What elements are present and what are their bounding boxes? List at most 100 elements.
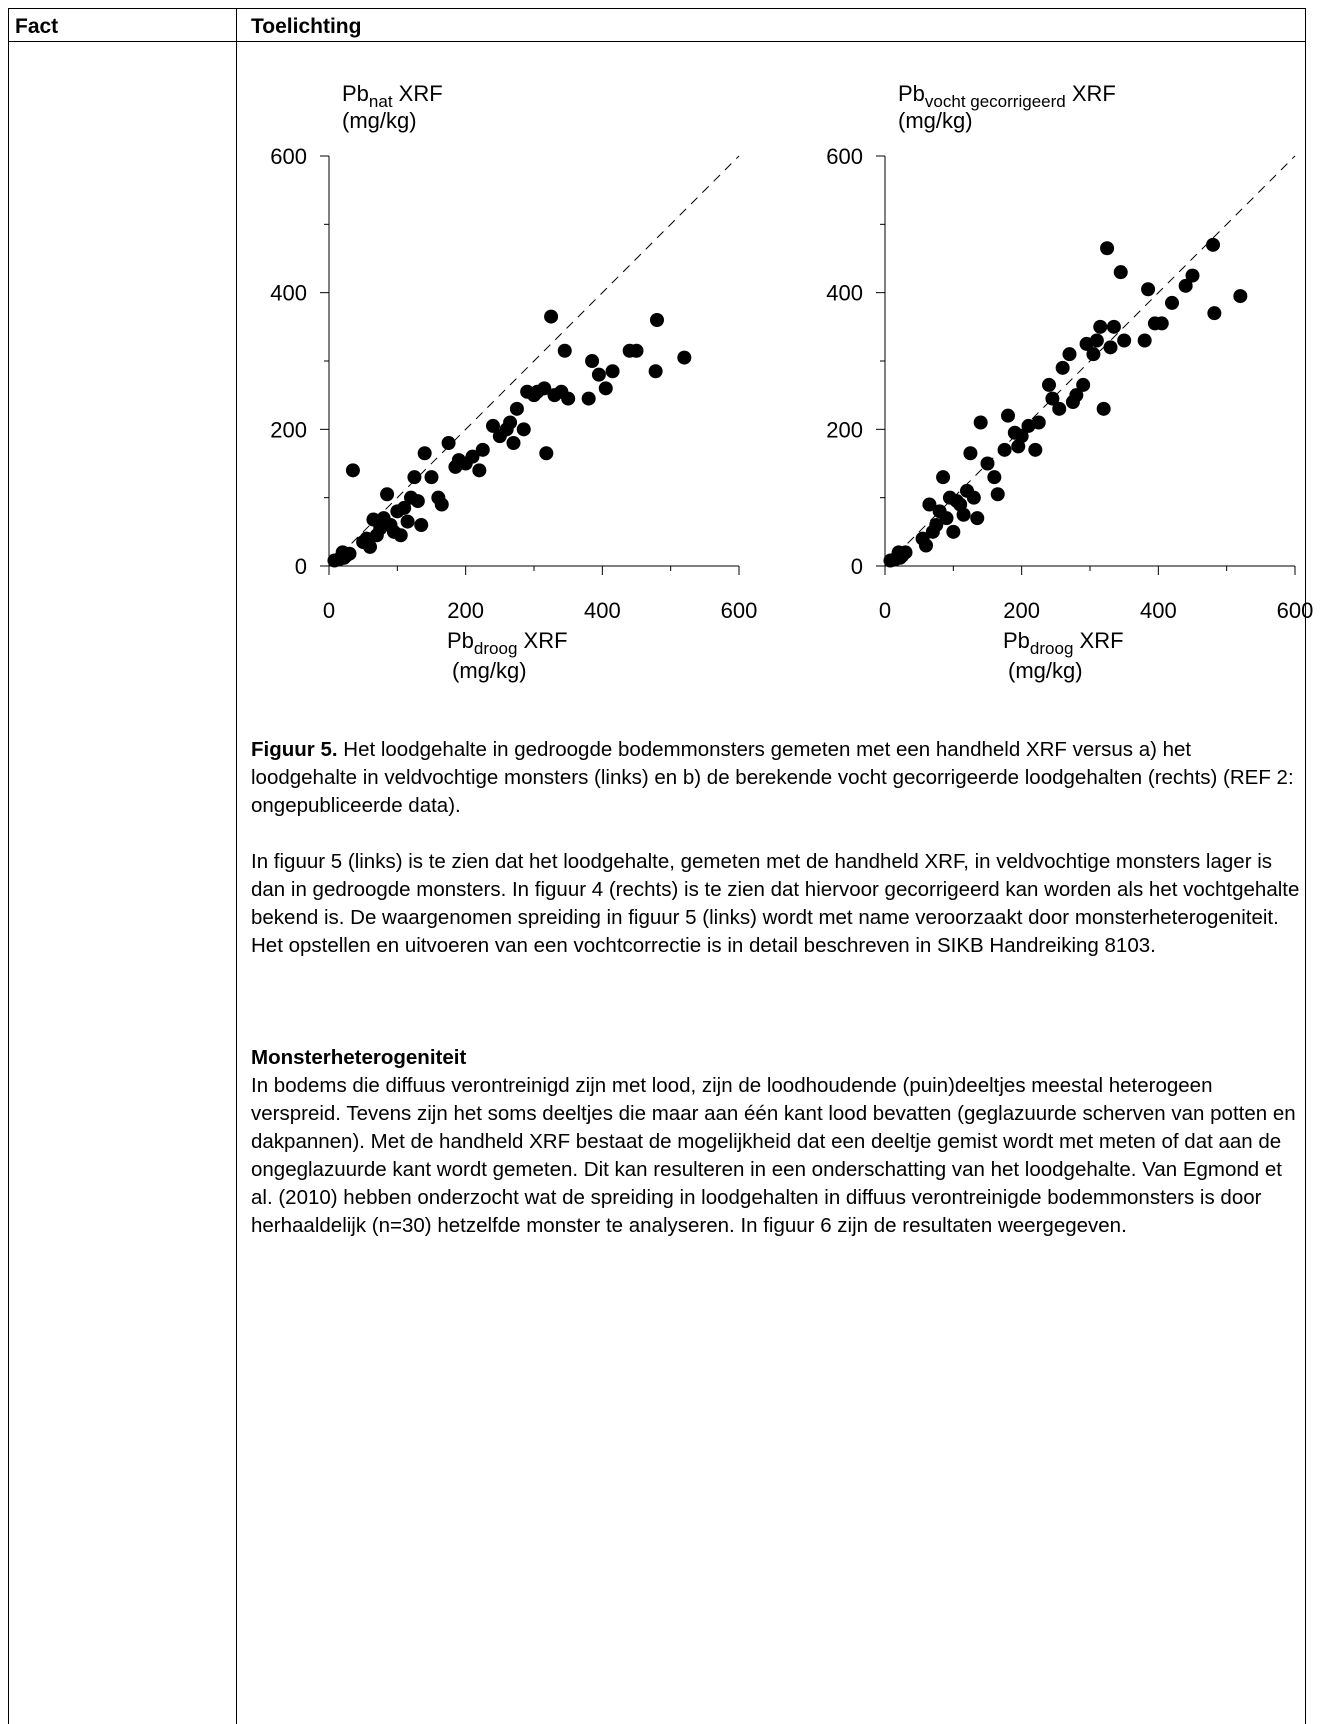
- chart2-data-point: [936, 470, 951, 485]
- chart1-data-point: [441, 436, 456, 450]
- chart2-x-tick-label: 600: [1277, 598, 1314, 623]
- header-divider: [9, 41, 1305, 42]
- chart2-x-axis-unit: (mg/kg): [1008, 658, 1083, 683]
- chart1-data-point: [410, 494, 425, 509]
- chart2-x-axis-title: Pbdroog XRF: [1003, 628, 1124, 658]
- chart2-reference-line: [884, 155, 1296, 567]
- chart1-data-point: [557, 343, 572, 358]
- chart1-data-point: [407, 470, 422, 485]
- paragraph-monsterheterogeniteit: In bodems die diffuus verontreinigd zijn…: [251, 1074, 1296, 1237]
- chart1-data-point: [650, 313, 664, 327]
- chart2-x-tick-label: 400: [1140, 598, 1177, 623]
- chart2-data-point: [1137, 333, 1152, 348]
- figure-caption: Figuur 5. Het loodgehalte in gedroogde b…: [251, 736, 1301, 820]
- chart1-data-point: [424, 470, 439, 485]
- chart1-data-point: [486, 418, 500, 433]
- chart1-data-point: [591, 367, 606, 382]
- chart1-y-tick-label: 600: [270, 144, 307, 169]
- chart1-data-point: [677, 350, 692, 365]
- chart2-data-point: [1062, 347, 1077, 362]
- chart1-x-tick-label: 600: [721, 598, 758, 623]
- chart2-data-point: [1069, 388, 1084, 403]
- chart2-data-point: [1052, 401, 1067, 416]
- chart2-data-point: [1106, 319, 1121, 334]
- figure-caption-text: Het loodgehalte in gedroogde bodemmonste…: [251, 738, 1294, 817]
- chart1-x-tick-label: 0: [323, 598, 335, 623]
- section-heading: Monsterheterogeniteit: [251, 1046, 467, 1069]
- paragraph-vochtcorrectie: In figuur 5 (links) is te zien dat het l…: [251, 850, 1300, 957]
- chart2-data-point: [1096, 401, 1111, 416]
- chart1-data-point: [629, 343, 644, 358]
- chart2-data-point: [1103, 340, 1118, 355]
- chart1-data-point: [393, 528, 408, 543]
- chart1-y-tick-label: 0: [295, 554, 307, 579]
- chart2-data-point: [1001, 408, 1015, 423]
- chart2-data-point: [919, 538, 933, 553]
- chart2-data-point: [1093, 319, 1108, 334]
- chart1-data-point: [417, 446, 432, 461]
- column-header-toelichting: Toelichting: [251, 15, 362, 38]
- chart2-y-tick-label: 400: [826, 281, 863, 306]
- chart2-data-point: [893, 550, 908, 565]
- chart1-y-axis-title: Pbnat XRF: [342, 81, 443, 111]
- chart2-data-point: [1165, 295, 1179, 310]
- chart1-y-tick-label: 200: [270, 417, 307, 442]
- chart1-y-axis-unit: (mg/kg): [342, 108, 417, 133]
- chart1-data-point: [509, 401, 524, 416]
- chart2-data-point: [1055, 360, 1070, 375]
- chart2-data-point: [997, 442, 1012, 457]
- column-divider: [236, 9, 237, 1724]
- chart2-x-tick-label: 200: [1003, 598, 1040, 623]
- chart2-data-point: [1045, 391, 1060, 406]
- chart2-data-point: [1089, 333, 1104, 348]
- chart2-data-point: [929, 518, 944, 532]
- chart1-y-tick-label: 400: [270, 281, 307, 306]
- chart1-data-point: [434, 497, 449, 512]
- chart1-data-point: [414, 518, 429, 532]
- chart2-data-point: [966, 490, 981, 505]
- chart2-data-point: [973, 415, 988, 430]
- chart2-data-point: [1028, 442, 1043, 457]
- chart2-data-point: [1086, 347, 1101, 362]
- chart2-y-tick-label: 600: [826, 144, 863, 169]
- chart2-data-point: [970, 511, 985, 526]
- chart1-data-point: [345, 463, 360, 478]
- chart2-data-point: [946, 524, 961, 539]
- chart2-data-point: [1207, 306, 1222, 321]
- chart1-data-point: [585, 354, 600, 368]
- chart2-x-tick-label: 0: [879, 598, 891, 623]
- chart2-data-point: [956, 507, 971, 522]
- chart1-data-point: [397, 500, 412, 515]
- chart1-data-point: [648, 364, 663, 379]
- chart1-x-axis-title: Pbdroog XRF: [447, 628, 568, 658]
- chart1-reference-line: [328, 155, 740, 567]
- chart2-data-point: [1141, 282, 1156, 297]
- chart1-data-point: [581, 391, 596, 406]
- chart2-data-point: [1031, 415, 1046, 430]
- chart1-data-point: [539, 446, 554, 461]
- fact-table: Fact Toelichting: [8, 8, 1306, 1724]
- chart2-y-tick-label: 200: [826, 417, 863, 442]
- chart1-data-point: [475, 442, 490, 457]
- chart1-data-point: [598, 381, 613, 396]
- chart1-x-tick-label: 400: [584, 598, 621, 623]
- chart1-x-axis-unit: (mg/kg): [452, 658, 527, 683]
- column-header-fact: Fact: [15, 15, 59, 38]
- chart2-data-point: [1185, 268, 1200, 283]
- chart1-data-point: [337, 550, 352, 565]
- chart1-data-point: [363, 539, 377, 554]
- chart2-y-axis-title: Pbvocht gecorrigeerd XRF: [898, 81, 1116, 111]
- chart1-data-point: [516, 422, 531, 437]
- chart1-data-point: [400, 514, 415, 529]
- chart1-x-tick-label: 200: [447, 598, 484, 623]
- chart1-data-point: [503, 415, 518, 430]
- chart1-data-point: [465, 449, 480, 464]
- chart2-data-point: [980, 456, 995, 471]
- chart2-y-axis-unit: (mg/kg): [898, 108, 973, 133]
- chart2-data-point: [963, 446, 978, 461]
- chart2-data-point: [1233, 289, 1248, 304]
- chart1-data-point: [506, 436, 521, 450]
- chart2-data-point: [987, 470, 1002, 485]
